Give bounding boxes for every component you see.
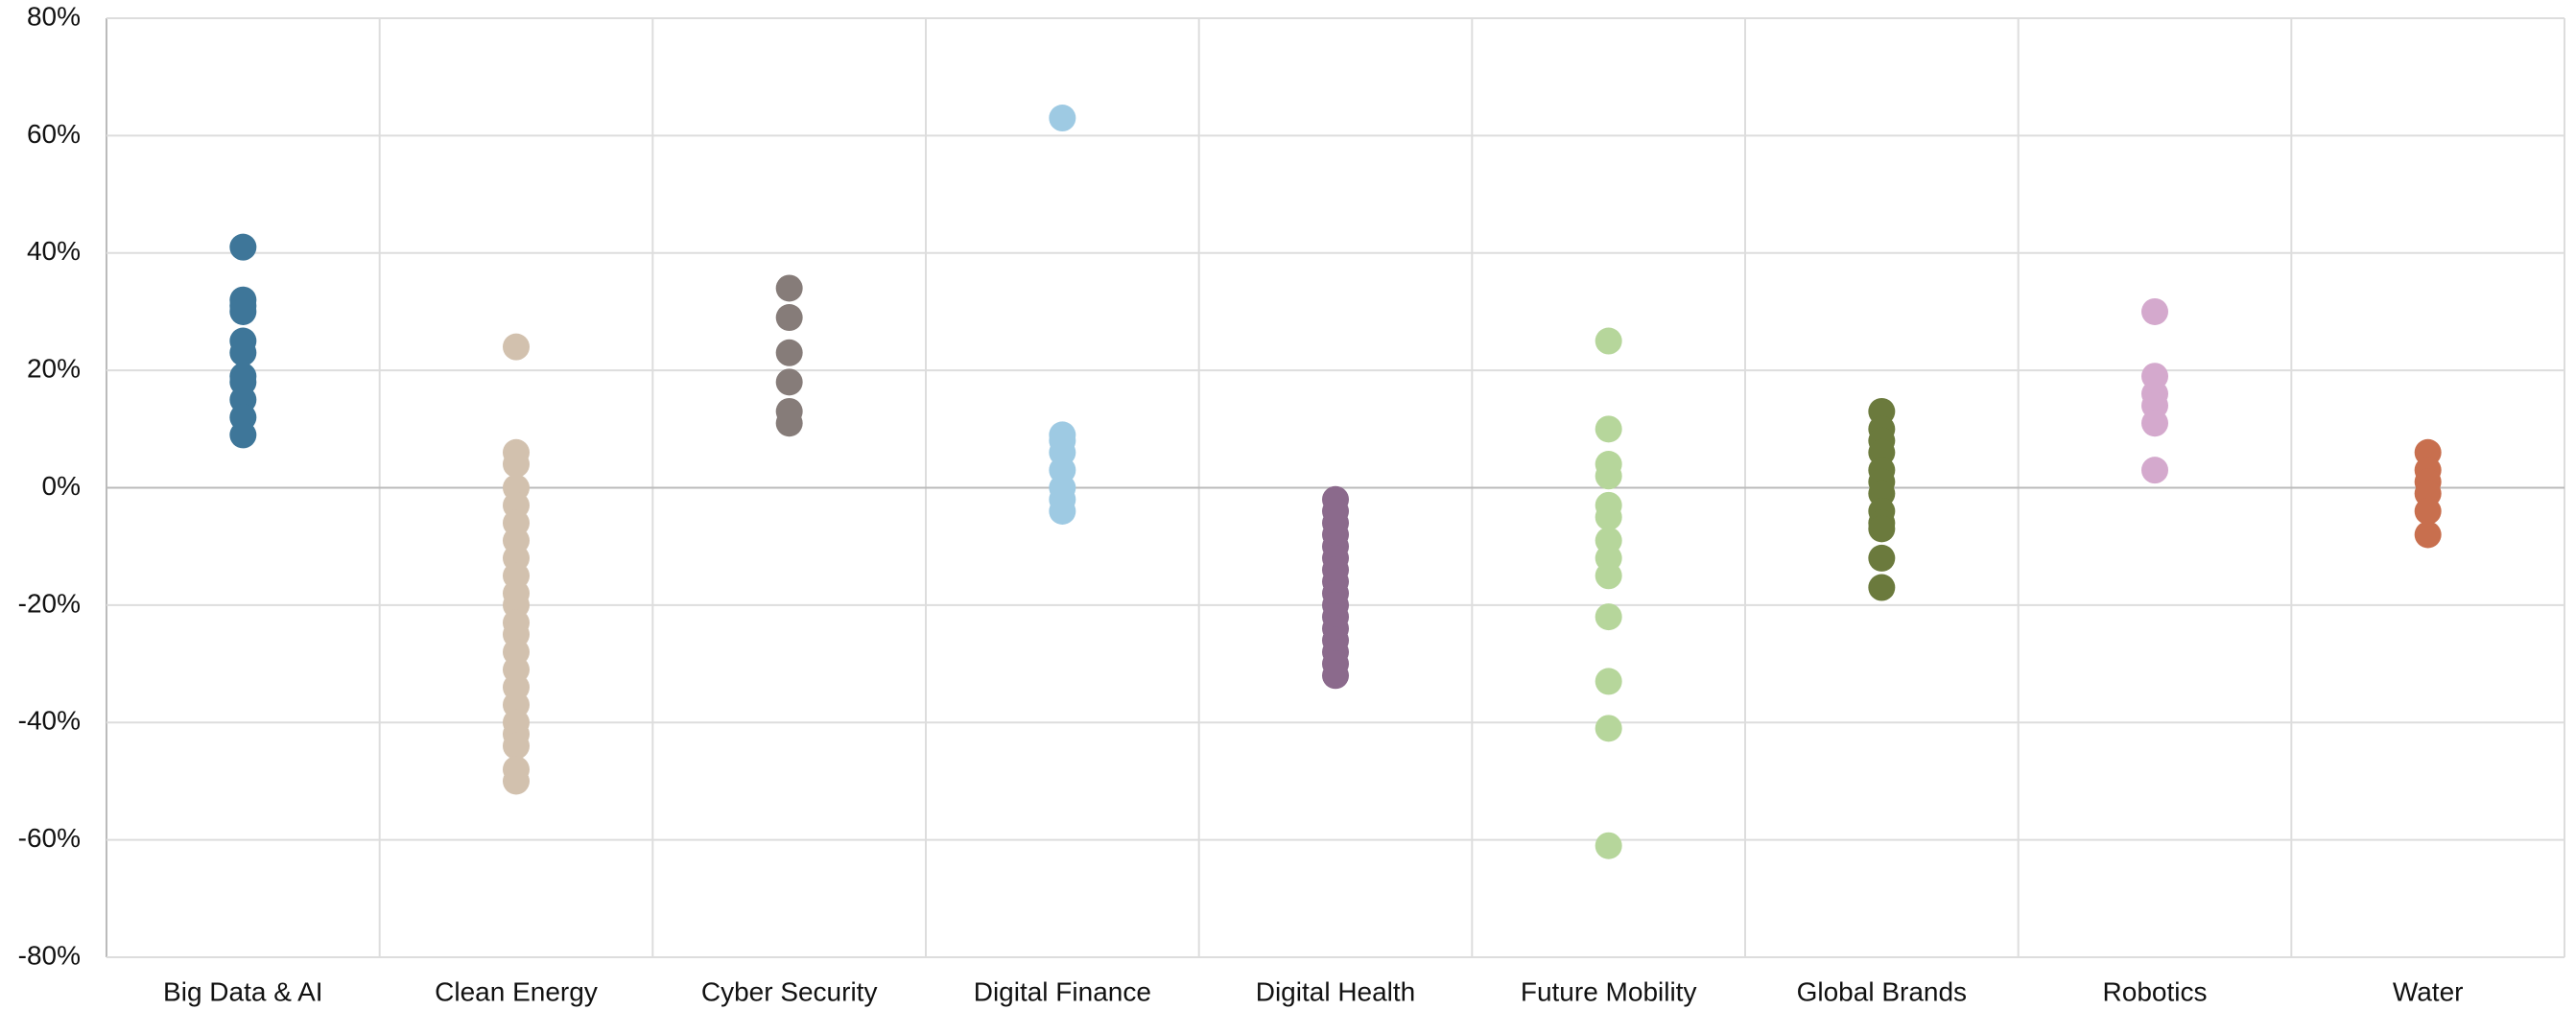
dot <box>229 297 257 325</box>
dot <box>1868 574 1896 601</box>
y-tick-label: 60% <box>27 119 81 149</box>
x-tick-label: Big Data & AI <box>163 976 323 1006</box>
dot <box>2414 497 2442 525</box>
y-tick-label: -80% <box>18 940 81 970</box>
dot <box>1049 105 1076 132</box>
dot <box>775 304 803 332</box>
dot <box>229 421 257 449</box>
y-tick-label: 20% <box>27 354 81 384</box>
dot <box>1595 327 1622 355</box>
x-tick-label: Water <box>2393 976 2464 1006</box>
dot <box>1595 415 1622 443</box>
y-tick-label: -40% <box>18 706 81 736</box>
x-tick-label: Cyber Security <box>701 976 878 1006</box>
dot <box>2141 457 2168 484</box>
dot <box>1868 515 1896 543</box>
y-tick-label: 0% <box>42 471 81 501</box>
dot <box>503 732 530 760</box>
dot <box>775 274 803 302</box>
y-tick-label: -20% <box>18 588 81 618</box>
dot <box>2141 297 2168 325</box>
x-tick-label: Global Brands <box>1797 976 1967 1006</box>
dot <box>1049 497 1076 525</box>
dot <box>1595 832 1622 859</box>
dot <box>503 451 530 479</box>
dot <box>229 339 257 366</box>
dot <box>229 233 257 261</box>
dot <box>775 368 803 396</box>
dot <box>1595 504 1622 531</box>
x-tick-label: Future Mobility <box>1521 976 1697 1006</box>
dot <box>1868 544 1896 572</box>
x-tick-label: Robotics <box>2103 976 2208 1006</box>
dot <box>775 339 803 366</box>
x-tick-label: Digital Finance <box>974 976 1151 1006</box>
dot <box>1595 668 1622 695</box>
dot <box>1595 715 1622 742</box>
dot <box>2141 410 2168 437</box>
dot <box>1595 603 1622 631</box>
dot <box>1595 562 1622 590</box>
y-tick-label: -60% <box>18 823 81 853</box>
dot <box>775 410 803 437</box>
x-tick-label: Clean Energy <box>435 976 598 1006</box>
dot <box>503 767 530 795</box>
y-tick-label: 40% <box>27 236 81 266</box>
dot <box>2414 521 2442 549</box>
y-tick-label: 80% <box>27 1 81 31</box>
dot <box>1322 662 1349 690</box>
dot <box>1595 462 1622 490</box>
x-tick-label: Digital Health <box>1256 976 1416 1006</box>
dot <box>503 333 530 361</box>
